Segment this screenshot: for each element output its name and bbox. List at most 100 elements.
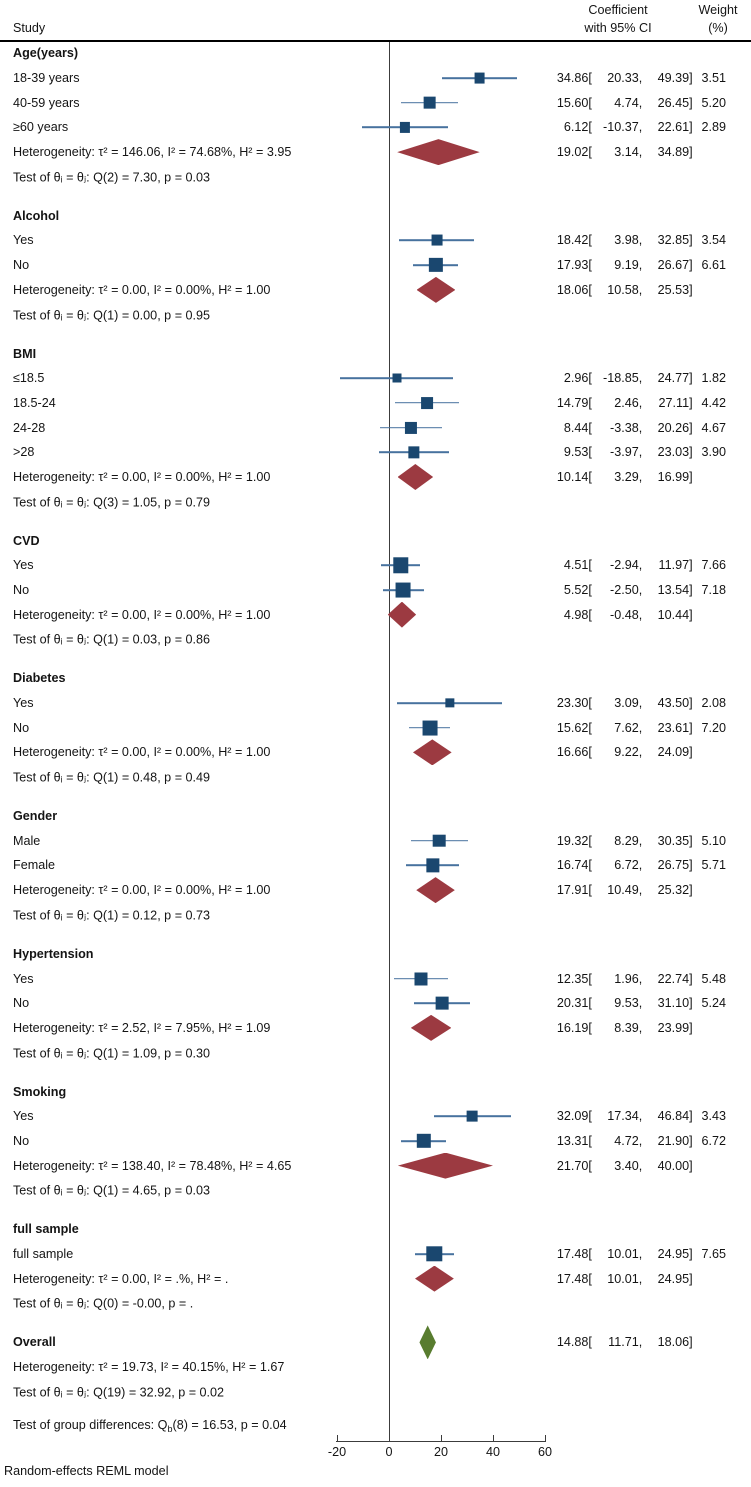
zero-reference-line	[389, 42, 390, 1441]
study-row: Yes 23.30[3.09, 43.50] 2.08	[0, 691, 751, 716]
group-label: Diabetes	[13, 671, 66, 686]
study-label: full sample	[13, 1246, 74, 1261]
weight-value: 4.67	[701, 420, 726, 435]
estimate-text: 19.32[8.29, 30.35]	[556, 833, 693, 848]
test-row: Test of θᵢ = θⱼ: Q(1) = 0.48, p = 0.49	[0, 765, 751, 790]
test-label: Test of θᵢ = θⱼ: Q(19) = 32.92, p = 0.02	[13, 1385, 225, 1400]
weight-header-line2: (%)	[708, 21, 728, 35]
study-row: No 20.31[9.53, 31.10] 5.24	[0, 991, 751, 1016]
weight-value: 7.18	[701, 582, 726, 597]
estimate-text: 34.86[20.33, 49.39]	[556, 71, 693, 86]
subgroup-summary-diamond	[387, 601, 417, 628]
study-label: No	[13, 258, 30, 273]
estimate-text: 4.98[-0.48, 10.44]	[563, 607, 693, 622]
point-estimate-square	[426, 1246, 443, 1262]
estimate-text: 16.66[9.22, 24.09]	[556, 745, 693, 760]
point-estimate-square	[422, 720, 438, 736]
study-label: >28	[13, 445, 35, 460]
group-header-row: Diabetes	[0, 666, 751, 691]
estimate-text: 12.35[1.96, 22.74]	[556, 971, 693, 986]
heterogeneity-row: Heterogeneity: τ² = 138.40, I² = 78.48%,…	[0, 1152, 751, 1179]
test-label: Test of θᵢ = θⱼ: Q(2) = 7.30, p = 0.03	[13, 170, 211, 185]
x-axis: -20 0 20 40 60	[0, 1435, 751, 1471]
point-estimate-square	[404, 421, 417, 434]
estimate-text: 17.48[10.01, 24.95]	[556, 1271, 693, 1286]
heterogeneity-label: Heterogeneity: τ² = 2.52, I² = 7.95%, H²…	[13, 1020, 271, 1035]
heterogeneity-row: Heterogeneity: τ² = 146.06, I² = 74.68%,…	[0, 139, 751, 166]
heterogeneity-label: Heterogeneity: τ² = 0.00, I² = 0.00%, H²…	[13, 469, 271, 484]
weight-value: 5.24	[701, 996, 726, 1011]
study-label: Yes	[13, 971, 34, 986]
model-note: Random-effects REML model	[4, 1464, 169, 1478]
point-estimate-square	[435, 996, 449, 1010]
test-row: Test of θᵢ = θⱼ: Q(1) = 0.00, p = 0.95	[0, 302, 751, 327]
estimate-text: 15.60[4.74, 26.45]	[556, 95, 693, 110]
overall-diamond	[419, 1325, 436, 1360]
study-label: Yes	[13, 558, 34, 573]
study-row: ≤18.5 2.96[-18.85, 24.77] 1.82	[0, 366, 751, 391]
study-row: 18-39 years 34.86[20.33, 49.39] 3.51	[0, 66, 751, 91]
group-header-row: Age(years)	[0, 41, 751, 66]
coefficient-column-header: Coefficient with 95% CI	[543, 1, 693, 37]
point-estimate-square	[432, 834, 446, 848]
estimate-text: 14.79[2.46, 27.11]	[556, 395, 693, 410]
weight-header-line1: Weight	[698, 3, 738, 17]
estimate-text: 10.14[3.29, 16.99]	[556, 469, 693, 484]
x-axis-line	[336, 1441, 546, 1442]
test-label: Test of θᵢ = θⱼ: Q(1) = 4.65, p = 0.03	[13, 1183, 211, 1198]
subgroup-summary-diamond	[412, 739, 452, 766]
group-label: BMI	[13, 346, 37, 361]
study-row: Yes 18.42[3.98, 32.85] 3.54	[0, 228, 751, 253]
estimate-text: 8.44[-3.38, 20.26]	[563, 420, 693, 435]
test-label: Test of θᵢ = θⱼ: Q(1) = 0.00, p = 0.95	[13, 308, 211, 323]
heterogeneity-row: Heterogeneity: τ² = 2.52, I² = 7.95%, H²…	[0, 1014, 751, 1041]
x-axis-tick	[493, 1435, 494, 1441]
x-axis-tick-label: 20	[433, 1445, 448, 1459]
test-row: Test of θᵢ = θⱼ: Q(1) = 0.03, p = 0.86	[0, 627, 751, 652]
weight-value: 7.65	[701, 1246, 726, 1261]
weight-value: 3.43	[701, 1109, 726, 1124]
point-estimate-square	[399, 122, 410, 133]
study-label: Yes	[13, 696, 34, 711]
study-row: No 13.31[4.72, 21.90] 6.72	[0, 1129, 751, 1154]
group-header-row: BMI	[0, 341, 751, 366]
point-estimate-square	[416, 1133, 431, 1149]
heterogeneity-label: Heterogeneity: τ² = 146.06, I² = 74.68%,…	[13, 145, 292, 160]
point-estimate-square	[395, 582, 411, 598]
group-label: Age(years)	[13, 46, 79, 61]
subgroup-summary-diamond	[397, 463, 434, 490]
plot-rows: Age(years) 18-39 years 34.86[20.33, 49.39] 3…	[0, 41, 751, 1439]
x-axis-tick	[389, 1435, 390, 1441]
weight-value: 3.51	[701, 71, 726, 86]
header-divider	[0, 40, 751, 42]
heterogeneity-row: Heterogeneity: τ² = 0.00, I² = 0.00%, H²…	[0, 463, 751, 490]
point-estimate-square	[444, 698, 455, 708]
estimate-text: 15.62[7.62, 23.61]	[556, 720, 693, 735]
subgroup-summary-diamond	[416, 276, 456, 303]
study-label: 24-28	[13, 420, 46, 435]
estimate-text: 9.53[-3.97, 23.03]	[563, 445, 693, 460]
estimate-text: 4.51[-2.94, 11.97]	[563, 558, 693, 573]
x-axis-tick-label: 60	[537, 1445, 552, 1459]
weight-value: 6.72	[701, 1133, 726, 1148]
group-header-row: Smoking	[0, 1079, 751, 1104]
subgroup-summary-diamond	[410, 1014, 452, 1041]
study-row: 24-28 8.44[-3.38, 20.26] 4.67	[0, 415, 751, 440]
test-label: Test of θᵢ = θⱼ: Q(3) = 1.05, p = 0.79	[13, 495, 211, 510]
x-axis-tick	[545, 1435, 546, 1441]
heterogeneity-row: Heterogeneity: τ² = 0.00, I² = 0.00%, H²…	[0, 276, 751, 303]
weight-value: 2.89	[701, 120, 726, 135]
point-estimate-square	[421, 396, 434, 409]
study-row: No 17.93[9.19, 26.67] 6.61	[0, 253, 751, 278]
study-label: 40-59 years	[13, 95, 80, 110]
estimate-text: 2.96[-18.85, 24.77]	[563, 371, 693, 386]
test-row: Test of θᵢ = θⱼ: Q(3) = 1.05, p = 0.79	[0, 489, 751, 514]
x-axis-tick-label: 40	[485, 1445, 500, 1459]
point-estimate-square	[474, 72, 486, 84]
x-axis-tick	[337, 1435, 338, 1441]
study-row: Male 19.32[8.29, 30.35] 5.10	[0, 828, 751, 853]
group-header-row: CVD	[0, 528, 751, 553]
test-row: Test of θᵢ = θⱼ: Q(1) = 0.12, p = 0.73	[0, 902, 751, 927]
weight-value: 3.54	[701, 233, 726, 248]
